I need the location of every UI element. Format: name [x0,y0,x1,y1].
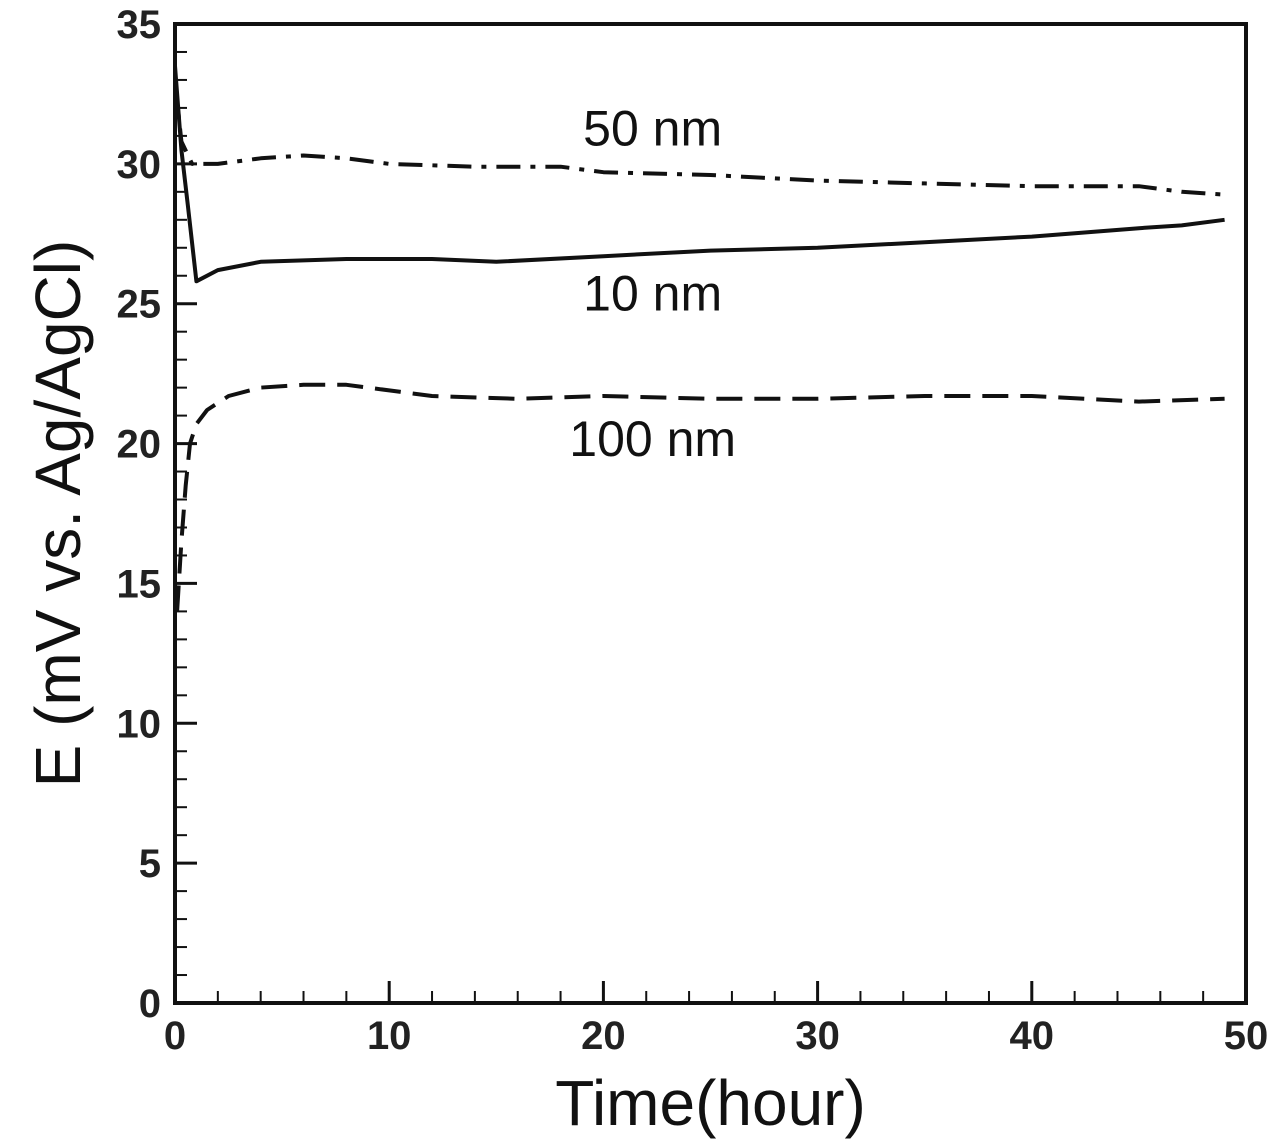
minor-ticks [175,50,1205,1003]
series-labels: 50 nm 10 nm 100 nm [569,100,736,466]
x-tick-label: 30 [795,1014,840,1058]
series-label: 100 nm [569,411,736,467]
y-tick-label: 20 [117,423,162,467]
y-axis-title: E (mV vs. Ag/AgCl) [22,240,94,788]
x-tick-label: 20 [581,1014,626,1058]
y-tick-label: 30 [117,143,162,187]
y-tick-label: 35 [117,3,162,47]
series-lines [173,65,1225,612]
plot-frame [173,22,1248,1005]
x-tick-label: 10 [367,1014,412,1058]
tick-labels: 0 10 20 30 40 50 0 5 10 15 20 25 30 35 [117,3,1269,1058]
y-tick-label: 25 [117,283,162,327]
series-label: 10 nm [583,266,722,322]
x-tick-label: 40 [1010,1014,1055,1058]
major-ticks [173,22,1248,1005]
series-line-10-nm [173,65,1225,284]
series-line-100-nm [175,382,1225,612]
x-tick-label: 50 [1224,1014,1269,1058]
y-tick-label: 5 [139,842,161,886]
y-tick-label: 15 [117,562,162,606]
x-tick-label: 0 [164,1014,186,1058]
x-axis-title: Time(hour) [555,1067,866,1139]
y-tick-label: 0 [139,982,161,1026]
series-label: 50 nm [583,100,722,156]
y-tick-label: 10 [117,702,162,746]
series-line-50-nm [173,79,1225,197]
